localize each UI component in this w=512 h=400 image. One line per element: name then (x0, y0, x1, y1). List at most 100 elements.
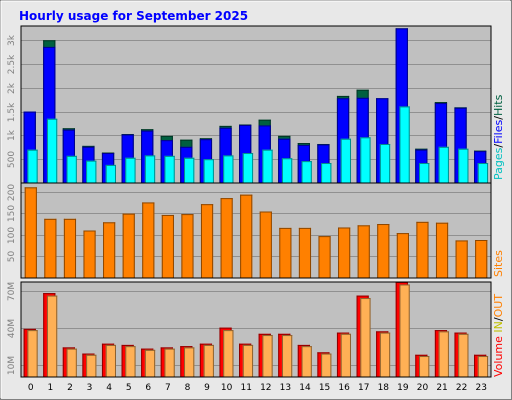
panel-sites-y-tick-label: 50 (7, 251, 17, 263)
panel-hits-bar-pages (438, 146, 449, 183)
panel-volume-bar-out (105, 344, 116, 377)
panel-hits-y-tick-label: 1.5k (7, 102, 17, 122)
x-tick-label: 8 (185, 383, 191, 393)
panel-volume: 10M 40M 70M (7, 281, 492, 378)
legend-entry: Sites (492, 250, 505, 277)
x-tick-label: 5 (126, 383, 132, 393)
panel-volume-bar-out (223, 330, 234, 377)
panel-volume-bar-out (281, 335, 293, 377)
panel-hits-y-tick-label: 2.5k (7, 54, 17, 74)
panel-volume-bar-out (321, 353, 332, 377)
panel-sites-bar-sites (103, 222, 116, 278)
x-tick-label: 14 (299, 383, 311, 393)
panel-hits-y-tick-label: 1k (7, 129, 17, 141)
panel-volume-bar-out (27, 330, 38, 377)
x-tick-label: 23 (475, 383, 486, 393)
panel-hits-bar-pages (399, 106, 410, 183)
panels-layer: 500 1k 1.5k 2k 2.5k 3k 50 100 150 200 10M 40M 70M (7, 25, 492, 378)
panel-volume-bar-out (86, 354, 97, 377)
panel-sites-bar-sites (455, 240, 468, 278)
panel-sites-bar-sites (435, 222, 449, 278)
panel-hits-bar-pages (321, 163, 332, 183)
panel-volume-y-tick-label: 40M (7, 319, 17, 338)
legend-entry: Volume (492, 336, 505, 377)
panel-volume-bar-out (399, 284, 410, 377)
panel-sites-bar-sites (240, 194, 253, 278)
legend-entry: / (492, 317, 505, 321)
panel-sites-bar-sites (396, 233, 409, 278)
panel-sites-bar-sites (161, 214, 174, 278)
panel-volume-bar-out (184, 347, 195, 377)
panel-hits-bar-pages (125, 157, 136, 183)
panel-volume-y-tick-label: 70M (7, 282, 17, 301)
panel-sites-border (20, 182, 492, 279)
panel-hits-y-tick-label: 2k (7, 82, 17, 94)
x-tick-label: 7 (165, 383, 171, 393)
panel-sites-bar-sites (220, 198, 233, 278)
panel-volume-bar-out (301, 346, 312, 377)
panel-sites-bar-sites (122, 213, 135, 278)
legend-entry: / (492, 116, 505, 120)
panel-hits-bar-pages (86, 160, 97, 183)
panel-hits-bar-pages (340, 138, 351, 183)
panel-hits: 500 1k 1.5k 2k 2.5k 3k (7, 25, 492, 184)
panel-hits-bar-pages (164, 155, 175, 183)
panel-hits-bar-pages (242, 153, 254, 183)
panel-hits-bar-pages (184, 157, 195, 183)
panel-volume-bar-out (125, 346, 136, 377)
panel-volume-bar-out (203, 344, 214, 377)
panel-hits-bar-pages (301, 161, 312, 183)
legend-entry: / (492, 144, 505, 148)
panel-volume-bar-out (360, 298, 371, 377)
panel-hits-y-tick-label: 3k (7, 34, 17, 46)
legend-sites: Sites (492, 250, 505, 277)
legend-entry: Hits (492, 94, 505, 116)
panel-sites-bar-sites (63, 218, 77, 278)
panel-sites-bar-sites (318, 236, 331, 278)
panel-volume-bar-out (262, 335, 273, 377)
panel-volume-bar-out (477, 356, 489, 377)
legend-entry: IN (492, 321, 505, 336)
panel-hits-bar-pages (203, 159, 214, 183)
panel-volume-y-tick-label: 10M (7, 356, 17, 375)
x-tick-label: 2 (67, 383, 73, 393)
panel-sites-bar-sites (24, 187, 37, 278)
panel-sites-bar-sites (298, 227, 312, 278)
panel-volume-bar-out (46, 295, 58, 377)
x-tick-label: 9 (204, 383, 210, 393)
panel-sites-bar-sites (83, 230, 96, 278)
panel-sites-bar-sites (357, 225, 370, 278)
panel-volume-bar-out (242, 344, 254, 377)
panel-sites-bar-sites (338, 227, 351, 278)
panel-hits-bar-pages (105, 164, 116, 183)
panel-sites: 50 100 150 200 (7, 182, 492, 279)
panel-volume-bar-out (419, 356, 430, 377)
panel-volume-bar-out (144, 349, 156, 377)
panel-volume-bar-out (379, 332, 391, 377)
panel-hits-y-tick-label: 500 (7, 151, 17, 168)
legend-volume: Volume IN/OUT (492, 294, 505, 377)
panel-hits-bar-pages (27, 149, 38, 183)
panel-hits-bar-pages (66, 155, 77, 183)
x-axis: 0 1 2 3 4 5 6 7 8 9 10 11 12 13 14 15 16 17 18 19 20 21 22 23 (28, 383, 487, 393)
panel-sites-bar-sites (377, 224, 390, 278)
panel-hits-bar-pages (223, 155, 234, 183)
panel-sites-bar-sites (142, 202, 155, 278)
x-tick-label: 0 (28, 383, 34, 393)
panel-hits-bar-pages (419, 163, 430, 183)
panel-sites-bar-sites (44, 218, 57, 278)
x-tick-label: 15 (319, 383, 330, 393)
panel-volume-border (20, 281, 492, 378)
x-tick-label: 13 (280, 383, 291, 393)
panel-volume-bar-out (66, 348, 77, 377)
panel-hits-bar-pages (144, 155, 156, 183)
panel-hits-bar-pages (46, 118, 58, 183)
x-tick-label: 17 (358, 383, 369, 393)
panel-hits-bar-pages (262, 149, 273, 183)
chart-title: Hourly usage for September 2025 (19, 9, 248, 23)
panel-sites-bar-sites (259, 211, 272, 278)
panel-hits-background (20, 25, 492, 184)
